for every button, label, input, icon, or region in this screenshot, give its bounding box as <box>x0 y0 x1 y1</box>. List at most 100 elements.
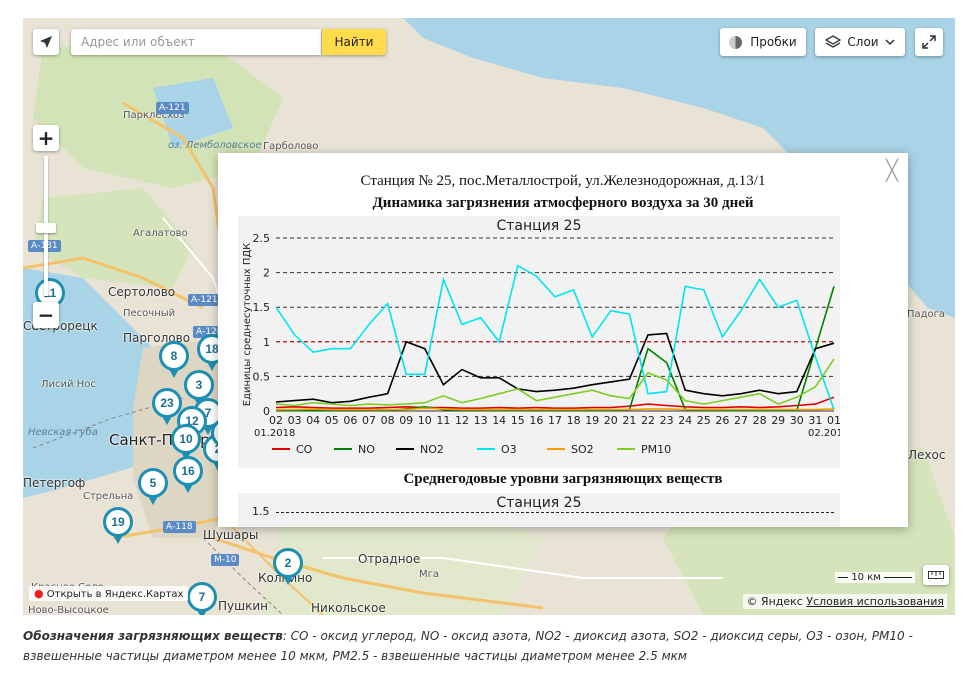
x-tick-label: 20 <box>604 414 618 427</box>
chart-heading: Динамика загрязнения атмосферного воздух… <box>372 195 754 211</box>
open-in-yandex-link[interactable]: ● Открыть в Яндекс.Картах <box>29 586 189 601</box>
x-tick-label: 27 <box>734 414 748 427</box>
copyright-text: © Яндекс <box>746 595 803 608</box>
x-tick-label: 02 <box>269 414 283 427</box>
traffic-button-label: Пробки <box>750 35 797 49</box>
y-tick-label: 0 <box>263 405 270 418</box>
map-label: Парклесхоз <box>123 110 185 121</box>
x-tick-label: 10 <box>418 414 432 427</box>
station-marker[interactable]: 8 <box>159 341 189 378</box>
map-label: Никольское <box>311 601 386 615</box>
layers-button[interactable]: Слои <box>815 28 905 56</box>
layers-button-label: Слои <box>847 35 879 49</box>
legend-label-no: NO <box>358 443 375 456</box>
x-tick-label: 14 <box>492 414 506 427</box>
legend-label-no2: NO2 <box>420 443 444 456</box>
map-label: Лисий Нос <box>41 379 96 390</box>
y-tick-label: 0.5 <box>253 370 271 383</box>
annual-chart: Станция 25 1.5 <box>238 493 840 527</box>
legend-label-pm10: PM10 <box>641 443 671 456</box>
x-tick-label: 29 <box>771 414 785 427</box>
x-tick-label: 13 <box>474 414 488 427</box>
map-label: Пушкин <box>218 599 268 613</box>
x-tick-label: 05 <box>325 414 339 427</box>
station-marker[interactable]: 23 <box>152 388 182 425</box>
pin-icon: ● <box>34 587 44 600</box>
expand-icon <box>922 35 936 49</box>
x-tick-label: 06 <box>343 414 357 427</box>
legend-label-o3: O3 <box>501 443 517 456</box>
road-number-badge: А-121 <box>188 294 221 306</box>
zoom-slider-handle[interactable] <box>36 223 56 233</box>
x-tick-label: 26 <box>715 414 729 427</box>
search-input[interactable] <box>71 29 321 55</box>
station-marker[interactable]: 5 <box>138 468 168 505</box>
x-sub-label-end: 02.201 <box>808 428 840 439</box>
copyright: © Яндекс Условия использования <box>743 594 947 609</box>
x-tick-label: 17 <box>548 414 562 427</box>
road-number-badge: А-121 <box>156 102 189 114</box>
map-label: Мга <box>419 569 440 580</box>
geolocation-button[interactable] <box>33 29 59 55</box>
station-marker[interactable]: 7 <box>187 582 217 615</box>
y-tick-label: 1.5 <box>253 301 271 314</box>
location-arrow-icon <box>40 36 52 48</box>
station-marker[interactable]: 10 <box>171 424 201 461</box>
search-button[interactable]: Найти <box>322 29 386 55</box>
layers-icon <box>825 35 842 48</box>
traffic-button[interactable]: Пробки <box>720 28 806 56</box>
map-label: Ново-Высоцкое <box>28 605 109 615</box>
scale-bar-end <box>884 576 912 578</box>
x-tick-label: 15 <box>511 414 525 427</box>
y-axis-label: Единицы среднесуточных ПДК <box>242 243 253 406</box>
footnote-body: : СО - оксид углерод, NO - оксид азота, … <box>23 629 913 663</box>
y-tick-label: 2.5 <box>253 232 271 245</box>
x-tick-label: 22 <box>641 414 655 427</box>
map-label: Невская губа <box>28 427 98 438</box>
station-marker[interactable]: 2 <box>273 548 303 585</box>
close-icon[interactable]: ╳ <box>885 160 899 182</box>
x-tick-label: 04 <box>306 414 320 427</box>
station-marker[interactable]: 3 <box>184 370 214 407</box>
zoom-out-button[interactable]: − <box>33 302 59 328</box>
map-scale: 10 км <box>835 572 915 583</box>
x-tick-label: 11 <box>436 414 450 427</box>
station-marker[interactable]: 19 <box>103 507 133 544</box>
scale-label: 10 км <box>851 572 881 583</box>
road-number-badge: А-118 <box>163 521 196 533</box>
map-label: Песочный <box>123 308 176 319</box>
x-tick-label: 08 <box>381 414 395 427</box>
fullscreen-button[interactable] <box>915 28 943 56</box>
zoom-in-button[interactable]: + <box>33 125 59 151</box>
map-label: Петергоф <box>23 476 86 490</box>
ruler-button[interactable] <box>923 565 949 585</box>
map-label: Падога <box>907 309 946 320</box>
annual-heading: Среднегодовые уровни загрязняющих вещест… <box>403 471 723 487</box>
x-tick-label: 23 <box>660 414 674 427</box>
terms-link[interactable]: Условия использования <box>806 595 944 608</box>
map-label: Гарболово <box>263 141 319 152</box>
map-view[interactable]: Парклесхоз оз. Лемболовское Гарболово Агала… <box>23 18 955 615</box>
map-label: Агалатово <box>133 228 188 239</box>
chevron-down-icon <box>885 39 895 46</box>
x-tick-label: 07 <box>362 414 376 427</box>
annual-chart-ytick: 1.5 <box>252 505 270 518</box>
series-line-o3 <box>275 264 835 410</box>
annual-chart-gridline <box>276 512 834 513</box>
x-tick-label: 21 <box>622 414 636 427</box>
x-sub-label-start: 01.2018 <box>254 428 295 439</box>
annual-chart-title: Станция 25 <box>496 495 582 511</box>
station-marker[interactable]: 16 <box>173 456 203 493</box>
y-tick-label: 1 <box>263 336 270 349</box>
series-line-so2 <box>276 407 835 411</box>
x-tick-label: 30 <box>790 414 804 427</box>
x-tick-label: 12 <box>455 414 469 427</box>
map-label: Лехос <box>908 448 946 462</box>
map-label: Стрельна <box>83 491 134 502</box>
ruler-icon <box>928 571 944 579</box>
x-tick-label: 16 <box>529 414 543 427</box>
y-tick-label: 2 <box>263 267 270 280</box>
x-tick-label: 31 <box>808 414 822 427</box>
chart-title: Станция 25 <box>497 218 582 234</box>
station-popup: ╳ Станция № 25, пос.Металлострой, ул.Жел… <box>218 153 908 527</box>
